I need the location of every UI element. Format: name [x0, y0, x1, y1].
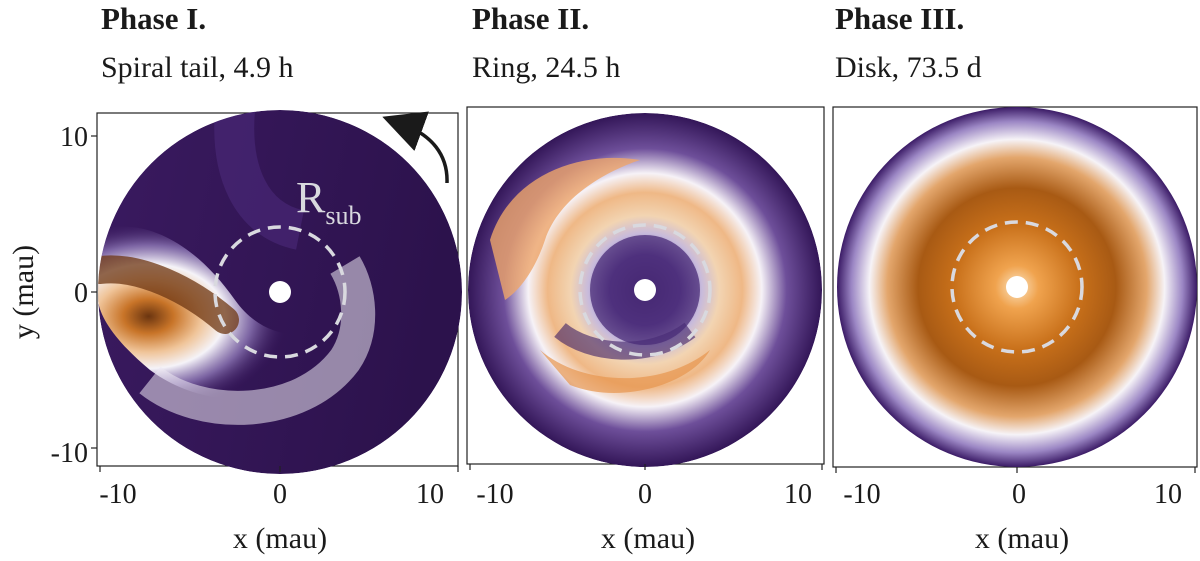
panel-1-spiral-glow: [139, 256, 376, 425]
panel-1: Rsub: [96, 110, 462, 474]
p3-xtick-label-left: -10: [843, 479, 880, 510]
panel-3-rsub-circle: [950, 220, 1084, 354]
p1-xtick-label-mid: 0: [273, 479, 287, 510]
panel-2-orange-crescent-lower: [540, 350, 710, 393]
p1-ytick-label-bottom: -10: [51, 438, 88, 469]
p1-xaxis-label: x (mau): [233, 522, 327, 555]
panel-2-orange-crescent-upper: [490, 157, 640, 300]
p3-xtick-label-right: 10: [1154, 479, 1182, 510]
rsub-label-sub: sub: [325, 201, 361, 230]
panel-3-inner-hole: [1006, 276, 1028, 298]
p1-xtick-label-left: -10: [99, 479, 136, 510]
p1-ytick-label-mid: 0: [74, 278, 88, 309]
panel-1-spiral-core: [98, 255, 239, 334]
panel-1-rsub-circle: [213, 225, 347, 359]
rsub-label: Rsub: [296, 173, 361, 230]
panel-3: [832, 106, 1198, 468]
rotation-arrow-icon: [382, 111, 449, 184]
p1-yaxis-label: y (mau): [7, 245, 40, 339]
rsub-label-main: R: [296, 173, 326, 222]
panel-2: [466, 106, 825, 467]
p2-xtick-label-right: 10: [784, 479, 812, 510]
panel-1-inner-hole: [269, 281, 291, 303]
p1-xtick-label-right: 10: [416, 479, 444, 510]
panel-2-rsub-circle: [578, 223, 712, 357]
panel-1-upper-band: [214, 110, 306, 250]
panel-2-title: Phase II.: [472, 1, 590, 36]
panel-1-subtitle: Spiral tail, 4.9 h: [101, 51, 294, 84]
panel-2-subtitle: Ring, 24.5 h: [472, 51, 621, 84]
p3-xtick-label-mid: 0: [1012, 479, 1026, 510]
p2-xaxis-label: x (mau): [601, 522, 695, 555]
panel-3-subtitle: Disk, 73.5 d: [835, 51, 982, 84]
panel-1-title: Phase I.: [101, 1, 207, 36]
p2-xtick-label-mid: 0: [638, 479, 652, 510]
tick-marks: [91, 135, 1196, 473]
panel-2-inner-hole: [634, 279, 656, 301]
panel-3-title: Phase III.: [835, 1, 965, 36]
p1-ytick-label-top: 10: [60, 122, 88, 153]
p2-xtick-label-left: -10: [476, 479, 513, 510]
p3-xaxis-label: x (mau): [975, 522, 1069, 555]
